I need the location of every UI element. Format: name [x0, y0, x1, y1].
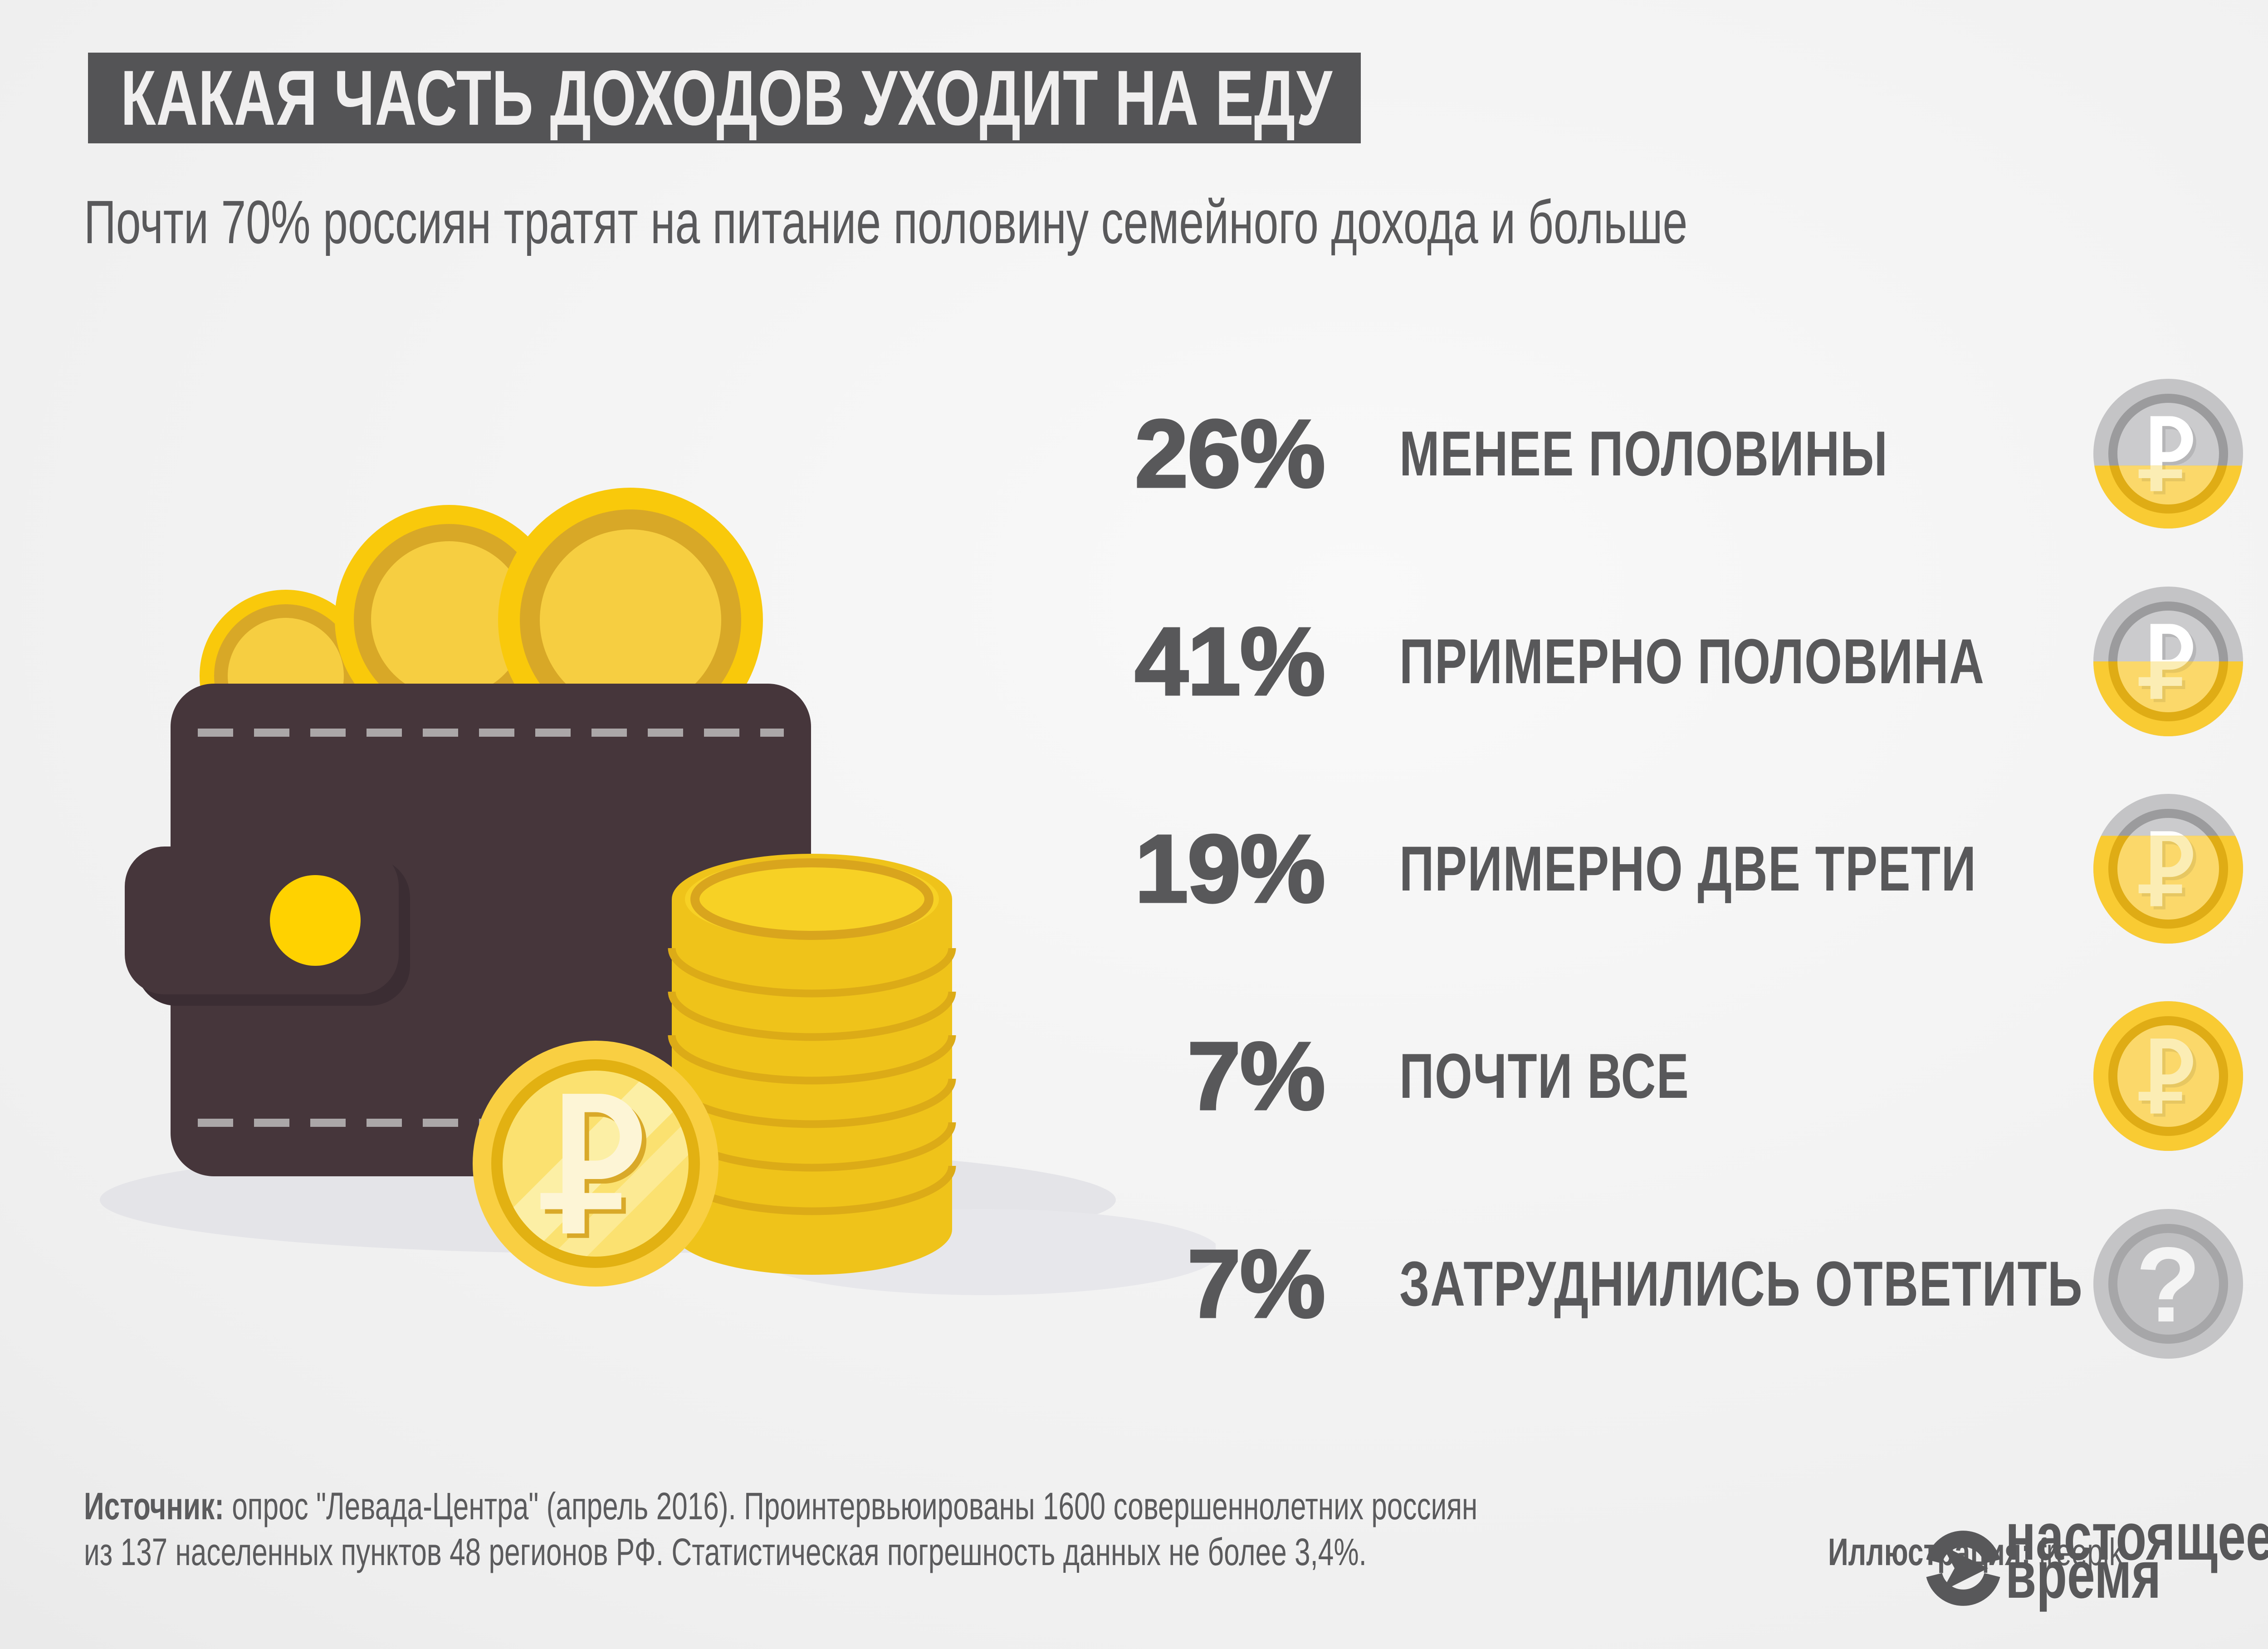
title-bar: КАКАЯ ЧАСТЬ ДОХОДОВ УХОДИТ НА ЕДУ [88, 53, 1361, 143]
page-subtitle: Почти 70% россиян тратят на питание поло… [84, 188, 1688, 256]
stat-row: 7% ЗАТРУДНИЛИСЬ ОТВЕТИТЬ ? [0, 1209, 2268, 1359]
stat-percent: 41% [1134, 607, 1326, 716]
stat-row: 7% ПОЧТИ ВСЕ [0, 1001, 2268, 1151]
ruble-coin-gauge-icon [2093, 1001, 2243, 1151]
svg-text:?: ? [2136, 1225, 2201, 1344]
stat-row: 26% МЕНЕЕ ПОЛОВИНЫ [0, 379, 2268, 528]
page-title: КАКАЯ ЧАСТЬ ДОХОДОВ УХОДИТ НА ЕДУ [121, 54, 1333, 142]
stat-percent: 26% [1134, 399, 1326, 509]
stat-label: ПОЧТИ ВСЕ [1399, 1040, 1690, 1111]
stat-percent: 19% [1134, 814, 1326, 924]
stat-label: ПРИМЕРНО ПОЛОВИНА [1399, 626, 1985, 697]
ruble-coin-gauge-icon [2093, 587, 2243, 736]
stat-label: ПРИМЕРНО ДВЕ ТРЕТИ [1399, 833, 1977, 904]
stat-row: 41% ПРИМЕРНО ПОЛОВИНА [0, 587, 2268, 736]
brand-wordmark: настоящее время [2005, 1499, 2268, 1612]
wallet-coins-illustration [100, 488, 1216, 1295]
wallet-button-icon [270, 875, 361, 966]
ruble-coin-large-icon [473, 1041, 719, 1287]
wallet-body [171, 684, 811, 1176]
question-coin-icon: ? [2093, 1209, 2243, 1359]
stat-row: 19% ПРИМЕРНО ДВЕ ТРЕТИ [0, 794, 2268, 944]
source-label: Источник: [84, 1485, 224, 1527]
ruble-coin-gauge-icon [2093, 379, 2243, 528]
stat-percent: 7% [1186, 1229, 1326, 1339]
stat-percent: 7% [1186, 1021, 1326, 1131]
stat-label: МЕНЕЕ ПОЛОВИНЫ [1399, 418, 1888, 489]
stat-label: ЗАТРУДНИЛИСЬ ОТВЕТИТЬ [1399, 1248, 2083, 1319]
ruble-coin-gauge-icon [2093, 794, 2243, 944]
current-time-logo-icon [1926, 1531, 2000, 1606]
brand-logo: настоящее время [1925, 1503, 2268, 1649]
